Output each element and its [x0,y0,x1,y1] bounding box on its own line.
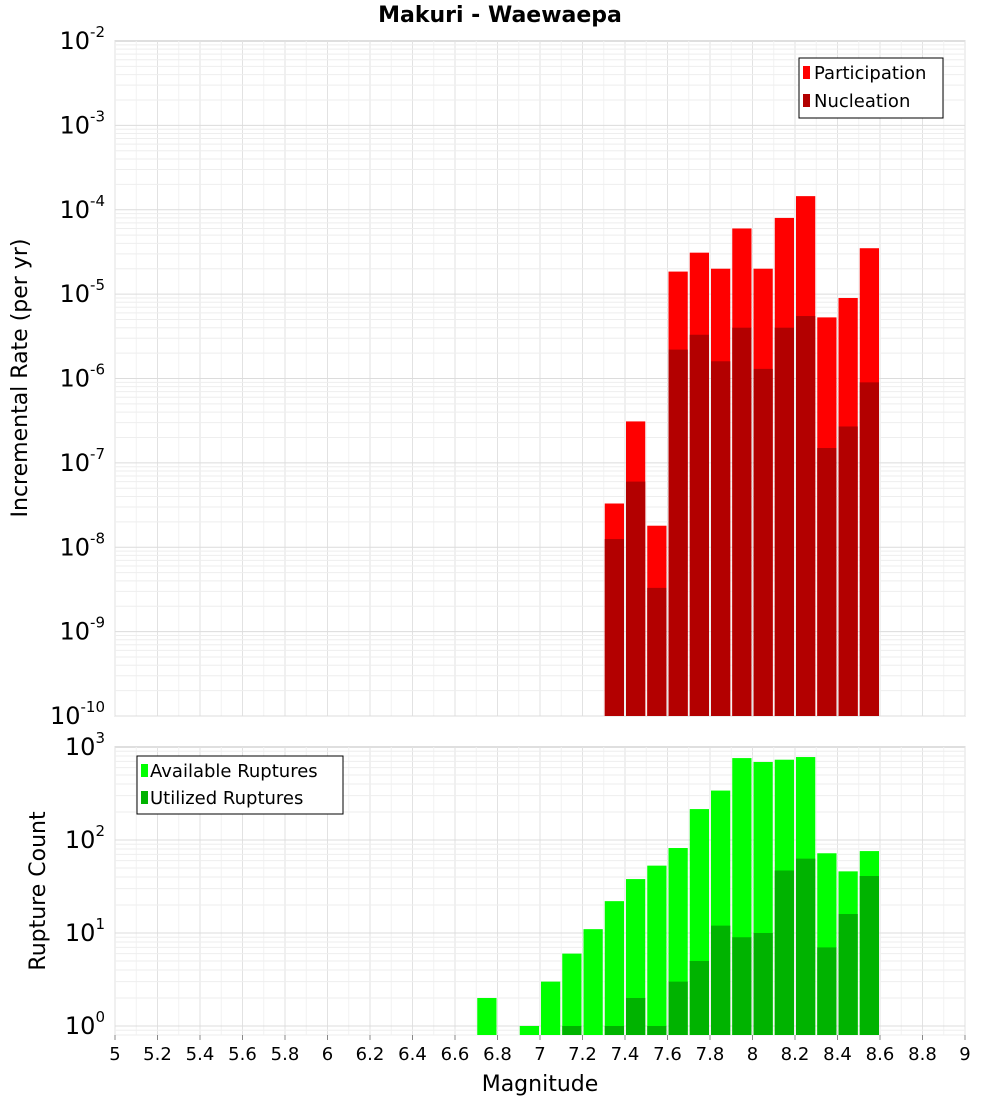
x-tick-label: 7.6 [653,1044,682,1065]
count-bar-available-ruptures [647,865,667,1035]
count-bar-utilized-ruptures [604,1025,624,1035]
x-tick-label: 6.8 [483,1044,512,1065]
rate-bar-nucleation [774,327,794,716]
x-tick-label: 8.8 [908,1044,937,1065]
count-bar-utilized-ruptures [732,937,752,1035]
count-bar-utilized-ruptures [626,997,646,1035]
rate-y-tick-label: 10-10 [50,698,105,730]
x-tick-label: 8.2 [781,1044,810,1065]
chart-title: Makuri - Waewaepa [378,3,622,28]
legend-swatch-participation [803,66,810,79]
count-y-ticks: 100 101 102 103 [65,729,105,1040]
count-legend-box [136,755,344,815]
count-bar-utilized-ruptures [562,1025,582,1035]
count-y-tick-label: 101 [65,915,105,947]
legend-label-nucleation: Nucleation [814,91,910,112]
rate-bars [604,196,879,717]
x-tick-label: 9 [959,1044,970,1065]
count-bar-utilized-ruptures [817,947,837,1035]
rate-legend: Participation Nucleation [798,57,944,119]
rate-y-ticks: 10-10 10-9 10-8 10-7 10-6 10-5 10-4 10-3 10-2 [50,23,105,730]
count-bar-available-ruptures [562,953,582,1035]
x-tick-label: 8.6 [866,1044,895,1065]
rate-bar-nucleation [711,361,731,716]
count-bar-utilized-ruptures [711,925,731,1035]
rate-bar-nucleation [817,448,837,716]
count-bar-utilized-ruptures [774,870,794,1035]
legend-label-available: Available Ruptures [150,761,318,782]
rate-y-tick-label: 10-2 [59,23,105,55]
rate-y-tick-label: 10-5 [59,276,105,308]
count-bar-available-ruptures [541,981,561,1035]
count-bar-available-ruptures [519,1025,539,1035]
count-bar-utilized-ruptures [668,981,688,1035]
legend-label-utilized: Utilized Ruptures [150,788,303,809]
rate-bar-nucleation [838,426,858,716]
count-y-axis-label: Rupture Count [26,811,51,971]
rate-y-tick-label: 10-6 [59,361,105,393]
x-tick-label: 6 [322,1044,333,1065]
x-tick-label: 7.2 [568,1044,597,1065]
count-bar-utilized-ruptures [838,914,858,1035]
rate-bar-nucleation [732,327,752,716]
count-y-tick-label: 103 [65,729,105,761]
x-tick-label: 6.4 [398,1044,427,1065]
rate-bar-nucleation [604,539,624,716]
x-tick-label: 8 [747,1044,758,1065]
x-tick-label: 5.6 [228,1044,257,1065]
rate-y-axis-label: Incremental Rate (per yr) [8,239,33,518]
rate-y-tick-label: 10-9 [59,614,105,646]
x-tick-label: 7.8 [696,1044,725,1065]
x-tick-label: 6.2 [356,1044,385,1065]
count-panel: 100 101 102 103 5 5.2 5.4 5.6 5.8 6 6.2 6.4 6.6 6.8 7… [26,729,971,1097]
x-tick-label: 7.4 [611,1044,640,1065]
x-axis-label: Magnitude [482,1072,599,1097]
rate-bar-nucleation [753,368,773,716]
x-tick-label: 5.8 [271,1044,300,1065]
legend-swatch-nucleation [803,94,810,107]
count-x-ticks: 5 5.2 5.4 5.6 5.8 6 6.2 6.4 6.6 6.8 7 7.2 7.4 7.6 7.8 8… [109,1035,971,1065]
x-tick-label: 7 [534,1044,545,1065]
count-bars [477,757,879,1035]
count-legend: Available Ruptures Utilized Ruptures [136,755,344,815]
rate-legend-box [798,57,944,119]
count-bar-available-ruptures [583,929,603,1035]
rate-y-tick-label: 10-7 [59,445,105,477]
x-tick-label: 6.6 [441,1044,470,1065]
count-bar-utilized-ruptures [859,876,879,1035]
rate-y-tick-label: 10-3 [59,107,105,139]
count-bar-utilized-ruptures [753,932,773,1035]
rate-bar-nucleation [859,382,879,716]
count-bar-available-ruptures [477,997,497,1035]
legend-swatch-available [141,764,148,777]
x-tick-label: 5 [109,1044,120,1065]
count-y-tick-label: 102 [65,822,105,854]
count-bar-utilized-ruptures [647,1025,667,1035]
legend-swatch-utilized [141,791,148,804]
rate-bar-nucleation [647,587,667,716]
rate-panel: 10-10 10-9 10-8 10-7 10-6 10-5 10-4 10-3 10-2 In… [8,23,966,730]
legend-label-participation: Participation [814,63,926,84]
rate-y-tick-label: 10-8 [59,529,105,561]
x-tick-label: 5.4 [186,1044,215,1065]
count-y-tick-label: 100 [65,1008,105,1040]
rate-bar-nucleation [668,349,688,716]
rate-bar-nucleation [626,481,646,716]
rate-bar-nucleation [796,316,816,716]
x-tick-label: 8.4 [823,1044,852,1065]
count-bar-available-ruptures [604,901,624,1035]
count-bar-utilized-ruptures [689,960,709,1035]
rate-y-tick-label: 10-4 [59,192,105,224]
count-bar-available-ruptures [626,879,646,1035]
x-tick-label: 5.2 [143,1044,172,1065]
count-bar-utilized-ruptures [796,858,816,1035]
rate-grid [114,41,966,717]
rate-bar-nucleation [689,334,709,716]
